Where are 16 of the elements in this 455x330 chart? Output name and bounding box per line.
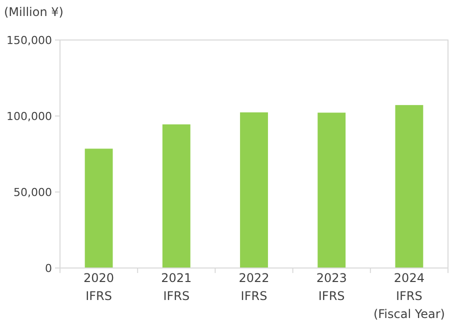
x-tick-label: 2024 IFRS: [394, 271, 424, 303]
x-axis-title: (Fiscal Year): [373, 307, 445, 321]
y-tick-label: 150,000: [6, 34, 52, 47]
bar: [395, 105, 424, 268]
y-axis-title: (Million ¥): [4, 5, 64, 19]
x-tick-label: 2020 IFRS: [84, 271, 114, 303]
y-tick-label: 50,000: [14, 186, 52, 199]
bar: [162, 124, 190, 268]
x-tick-label: 2021 IFRS: [161, 271, 192, 303]
bar: [240, 112, 268, 268]
x-tick-label: 2022 IFRS: [238, 271, 270, 303]
bar: [318, 112, 346, 268]
bar: [84, 148, 113, 268]
y-tick-label: 0: [45, 262, 52, 275]
y-tick-label: 100,000: [6, 110, 52, 123]
x-tick-label: 2023 IFRS: [316, 271, 347, 303]
